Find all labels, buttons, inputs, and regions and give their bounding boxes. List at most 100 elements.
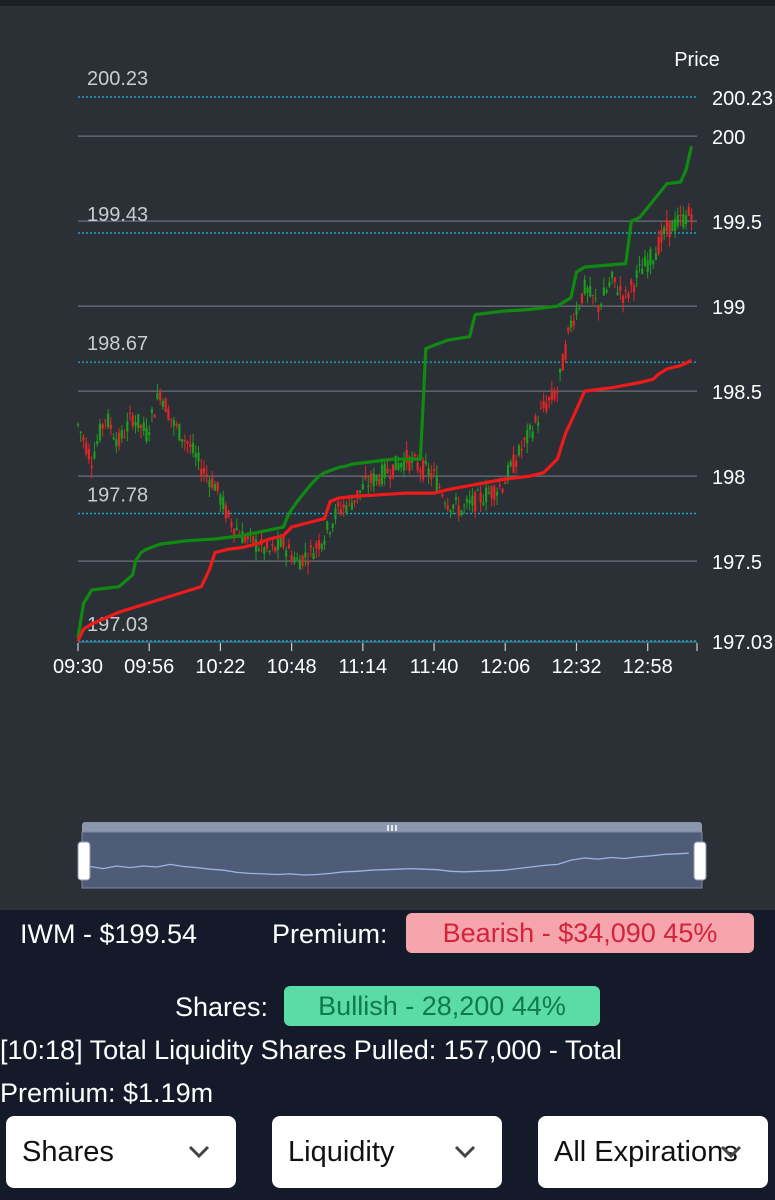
reference-label: 197.78 [87,485,148,507]
candle-body [446,504,449,510]
candle-body [161,400,165,407]
candle-body [397,462,400,470]
candle-body [389,476,392,480]
candle-body [438,486,441,488]
expirations-dropdown-value: All Expirations [554,1136,738,1168]
candle-body [523,437,526,440]
candle-body [663,227,666,234]
candle-body [564,344,567,360]
candle-body [600,304,603,307]
candle-body [515,460,518,467]
candle-body [457,505,460,516]
candle-body [597,305,600,312]
candle-body [520,448,523,451]
candle-body [531,431,534,439]
candle-body [419,469,422,473]
candle-body [298,559,301,570]
reference-label: 199.43 [87,204,148,226]
candle-body [285,550,288,557]
candle-body [296,557,299,560]
range-navigator[interactable] [77,822,707,889]
candle-body [476,490,479,492]
candle-body [170,418,173,421]
candle-body [274,546,277,552]
candle-body [424,461,427,465]
candle-body [348,497,351,500]
shares-dropdown[interactable]: Shares [6,1116,236,1188]
candle-body [443,503,447,505]
ticker-price: IWM - $199.54 [20,919,198,949]
candle-body [578,307,581,309]
candle-body [485,487,488,503]
reference-levels: 200.23 199.43 198.67 197.78 197.03 [78,68,697,642]
candle-body [142,422,145,432]
candle-body [120,430,123,439]
candle-body [345,505,348,514]
candle-body [646,260,649,272]
y-tick-label: 199.5 [712,212,762,234]
x-tick-label: 12:06 [480,656,530,678]
candle-body [652,260,655,264]
candle-body [101,424,104,429]
candle-body [517,445,521,456]
navigator-right-handle[interactable] [693,841,707,881]
candle-body [660,230,663,243]
premium-label: Premium: [272,919,388,949]
candle-body [148,432,151,435]
candle-body [306,561,310,565]
candle-body [271,544,274,546]
candle-body [222,496,225,509]
axes: 197.5 198 198.5 199 199.5 200 200.23 197.03 09:3… [53,88,773,678]
candle-body [178,424,181,441]
navigator-window[interactable] [81,831,703,889]
candle-body [583,279,586,294]
candle-body [504,481,507,485]
candle-body [630,279,633,286]
candle-body [326,521,329,530]
candle-body [320,544,323,549]
navigator-left-handle[interactable] [77,841,91,881]
candle-body [621,295,625,304]
candle-body [441,494,444,497]
candle-body [156,392,159,399]
candle-body [430,473,433,479]
candle-body [589,286,592,297]
expirations-dropdown[interactable]: All Expirations [538,1116,768,1188]
shares-bullish-badge: Bullish - 28,200 44% [284,986,600,1026]
candle-body [375,475,378,481]
candle-body [175,424,178,426]
candle-body [323,540,326,545]
x-tick-label: 10:22 [195,656,245,678]
candle-body [230,522,233,528]
reference-label: 200.23 [87,68,148,90]
candle-body [301,555,304,566]
candle-body [200,468,203,477]
candle-body [107,413,110,428]
candle-body [224,505,228,519]
summary-line-1: [10:18] Total Liquidity Shares Pulled: 1… [0,1035,622,1065]
y-tick-label: 198 [712,467,745,489]
candle-body [115,438,118,447]
candle-body [128,412,132,415]
candle-body [380,464,384,485]
red-series-line [76,359,693,642]
candle-body [180,439,184,442]
candle-body [391,464,395,478]
candle-body [665,219,668,232]
candle-body [191,442,195,454]
candle-body [641,268,644,275]
candle-body [673,218,677,232]
liquidity-dropdown[interactable]: Liquidity [272,1116,502,1188]
candle-body [550,389,553,400]
candle-body [219,494,222,505]
green-series-line [76,145,694,638]
candle-body [331,523,334,529]
candle-body [454,497,458,500]
candle-body [567,327,570,332]
x-tick-label: 10:48 [267,656,317,678]
candle-body [635,270,638,278]
x-tick-label: 11:40 [410,656,459,678]
candle-body [495,491,499,496]
candle-body [304,552,307,558]
candle-body [361,483,364,490]
